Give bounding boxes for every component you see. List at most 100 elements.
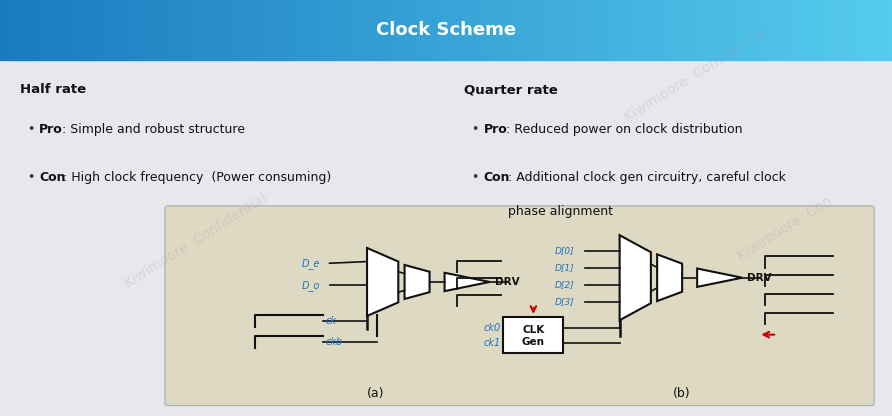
Bar bbox=[607, 0, 611, 60]
Bar bbox=[334, 0, 339, 60]
Bar bbox=[152, 0, 156, 60]
Bar bbox=[187, 0, 192, 60]
Bar bbox=[210, 0, 214, 60]
Bar bbox=[834, 0, 838, 60]
Bar bbox=[294, 0, 299, 60]
Bar bbox=[856, 0, 861, 60]
Bar bbox=[638, 0, 642, 60]
Bar bbox=[178, 0, 183, 60]
Bar bbox=[138, 0, 143, 60]
Bar bbox=[446, 0, 450, 60]
Text: ck: ck bbox=[326, 316, 337, 326]
Bar bbox=[736, 0, 740, 60]
Bar bbox=[54, 0, 58, 60]
Bar bbox=[843, 0, 847, 60]
Bar bbox=[397, 0, 401, 60]
Bar bbox=[669, 0, 673, 60]
Bar bbox=[477, 0, 482, 60]
Bar bbox=[85, 0, 89, 60]
Bar bbox=[129, 0, 134, 60]
Bar bbox=[379, 0, 384, 60]
Bar bbox=[852, 0, 856, 60]
Bar bbox=[89, 0, 94, 60]
Bar bbox=[45, 0, 49, 60]
Text: Half rate: Half rate bbox=[20, 83, 86, 96]
Text: (a): (a) bbox=[367, 387, 384, 400]
Bar bbox=[272, 0, 277, 60]
Bar bbox=[94, 0, 98, 60]
Bar bbox=[36, 0, 40, 60]
Bar bbox=[861, 0, 865, 60]
Bar bbox=[611, 0, 615, 60]
Bar bbox=[883, 0, 888, 60]
Bar bbox=[183, 0, 187, 60]
Text: D[0]: D[0] bbox=[555, 246, 574, 255]
Bar bbox=[31, 0, 36, 60]
Bar bbox=[575, 0, 580, 60]
Text: Kiwimoore  Con: Kiwimoore Con bbox=[735, 194, 835, 263]
Bar bbox=[593, 0, 598, 60]
Bar bbox=[76, 0, 80, 60]
Bar bbox=[205, 0, 210, 60]
Bar bbox=[433, 0, 437, 60]
Text: DRV: DRV bbox=[747, 273, 772, 283]
Text: : Simple and robust structure: : Simple and robust structure bbox=[62, 123, 244, 136]
Bar bbox=[22, 0, 27, 60]
Bar bbox=[437, 0, 442, 60]
Bar bbox=[656, 0, 660, 60]
Bar bbox=[660, 0, 665, 60]
Bar bbox=[803, 0, 807, 60]
Bar bbox=[112, 0, 116, 60]
Text: Con: Con bbox=[39, 171, 66, 183]
Bar bbox=[629, 0, 633, 60]
Bar bbox=[143, 0, 147, 60]
Bar bbox=[464, 0, 468, 60]
Bar bbox=[455, 0, 459, 60]
Bar bbox=[495, 0, 500, 60]
Bar bbox=[98, 0, 103, 60]
Bar bbox=[161, 0, 165, 60]
Bar bbox=[201, 0, 205, 60]
Bar bbox=[4, 0, 9, 60]
Bar bbox=[549, 0, 553, 60]
Text: phase alignment: phase alignment bbox=[508, 205, 613, 218]
Bar bbox=[361, 0, 366, 60]
Bar bbox=[879, 0, 883, 60]
Bar bbox=[785, 0, 789, 60]
Bar bbox=[522, 0, 526, 60]
Bar bbox=[473, 0, 477, 60]
Bar bbox=[245, 0, 250, 60]
Bar bbox=[776, 0, 780, 60]
Text: D[3]: D[3] bbox=[555, 297, 574, 306]
Bar bbox=[348, 0, 352, 60]
Bar bbox=[758, 0, 763, 60]
Text: : Reduced power on clock distribution: : Reduced power on clock distribution bbox=[506, 123, 742, 136]
Bar bbox=[134, 0, 138, 60]
Bar bbox=[80, 0, 85, 60]
Bar bbox=[392, 0, 397, 60]
Text: ckb: ckb bbox=[326, 337, 343, 347]
Bar bbox=[214, 0, 219, 60]
Bar bbox=[838, 0, 843, 60]
Bar bbox=[62, 0, 67, 60]
Polygon shape bbox=[620, 235, 651, 320]
Bar bbox=[250, 0, 254, 60]
Bar bbox=[584, 0, 589, 60]
Bar bbox=[696, 0, 700, 60]
Polygon shape bbox=[657, 254, 682, 301]
Bar bbox=[330, 0, 334, 60]
Bar bbox=[370, 0, 375, 60]
Bar bbox=[503, 317, 564, 352]
Bar bbox=[647, 0, 651, 60]
Bar bbox=[352, 0, 357, 60]
Bar bbox=[749, 0, 754, 60]
Bar bbox=[299, 0, 303, 60]
Bar bbox=[513, 0, 517, 60]
Bar bbox=[27, 0, 31, 60]
Bar bbox=[450, 0, 455, 60]
Text: D[2]: D[2] bbox=[555, 280, 574, 289]
Bar bbox=[259, 0, 263, 60]
Bar bbox=[156, 0, 161, 60]
Bar bbox=[219, 0, 223, 60]
Bar bbox=[317, 0, 321, 60]
